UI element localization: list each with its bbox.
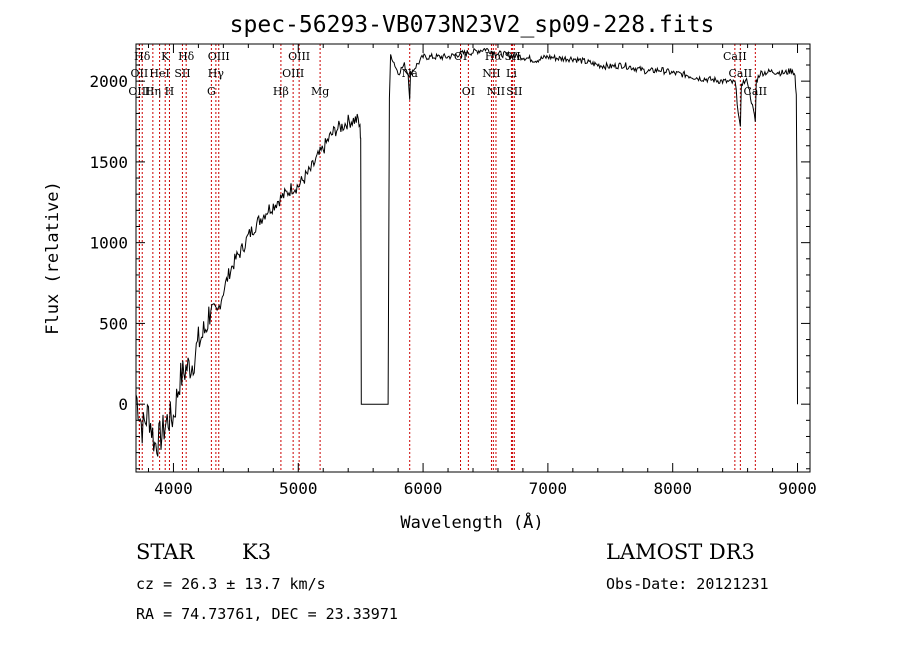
spectral-line-label: OIII [128, 85, 150, 98]
spectral-line-label: K [161, 50, 170, 63]
spectral-line-label: SII [506, 85, 522, 98]
spectral-line-label: OII [131, 67, 149, 80]
x-tick-label: 9000 [778, 479, 817, 498]
y-tick-label: 1500 [89, 153, 128, 172]
y-tick-label: 1000 [89, 234, 128, 253]
y-tick-label: 0 [118, 395, 128, 414]
spectral-line-label: OIII [288, 50, 310, 63]
y-axis-label: Flux (relative) [43, 181, 63, 335]
spectral-subclass: K3 [242, 540, 271, 564]
chart-title: spec-56293-VB073N23V2_sp09-228.fits [230, 12, 715, 38]
x-tick-label: 8000 [653, 479, 692, 498]
y-axis-ticks: 0 500 1000 1500 2000 [89, 48, 810, 470]
x-tick-label: 4000 [154, 479, 193, 498]
spectral-line-label: CaII [729, 67, 753, 80]
survey-name: LAMOST DR3 [606, 540, 755, 564]
x-axis-label: Wavelength (Å) [400, 511, 543, 533]
spectral-line-label: Hγ [208, 67, 225, 80]
spectral-line-label: Hβ [273, 85, 289, 98]
spectral-line-label: OI [462, 85, 475, 98]
spectral-line-label: Hδ [134, 50, 151, 63]
spectral-line-label: H [165, 85, 175, 98]
spectral-line-label: HeI [149, 67, 169, 80]
spectral-line-label: OIII [208, 50, 230, 63]
spectrum-line [135, 47, 798, 457]
coordinates: RA = 74.73761, DEC = 23.33971 [136, 605, 398, 623]
spectral-line-label: OIII [282, 67, 304, 80]
x-tick-label: 5000 [279, 479, 318, 498]
spectral-line-label: Hδ [178, 50, 195, 63]
spectral-line-label: Hη [145, 85, 161, 98]
obs-date: Obs-Date: 20121231 [606, 575, 769, 593]
spectral-line-label: Mg [311, 85, 329, 98]
spectral-line-label: SII [174, 67, 190, 80]
spectral-line-label: CaII [743, 85, 767, 98]
y-tick-label: 500 [99, 314, 128, 333]
plot-frame [135, 43, 811, 473]
spectral-line-label: G [207, 85, 216, 98]
object-class: STAR [136, 540, 195, 564]
spectral-line-label: NII [482, 67, 500, 80]
x-tick-label: 7000 [529, 479, 568, 498]
x-axis-ticks: 4000 5000 6000 7000 8000 9000 [147, 44, 817, 498]
spectral-line-label: NII [487, 85, 505, 98]
spectral-line-label: CaII [723, 50, 747, 63]
x-tick-label: 6000 [404, 479, 443, 498]
y-tick-label: 2000 [89, 72, 128, 91]
redshift-readout: cz = 26.3 ± 13.7 km/s [136, 575, 326, 593]
spectral-line-label: Li [506, 67, 517, 80]
spectral-line-markers [138, 44, 756, 472]
